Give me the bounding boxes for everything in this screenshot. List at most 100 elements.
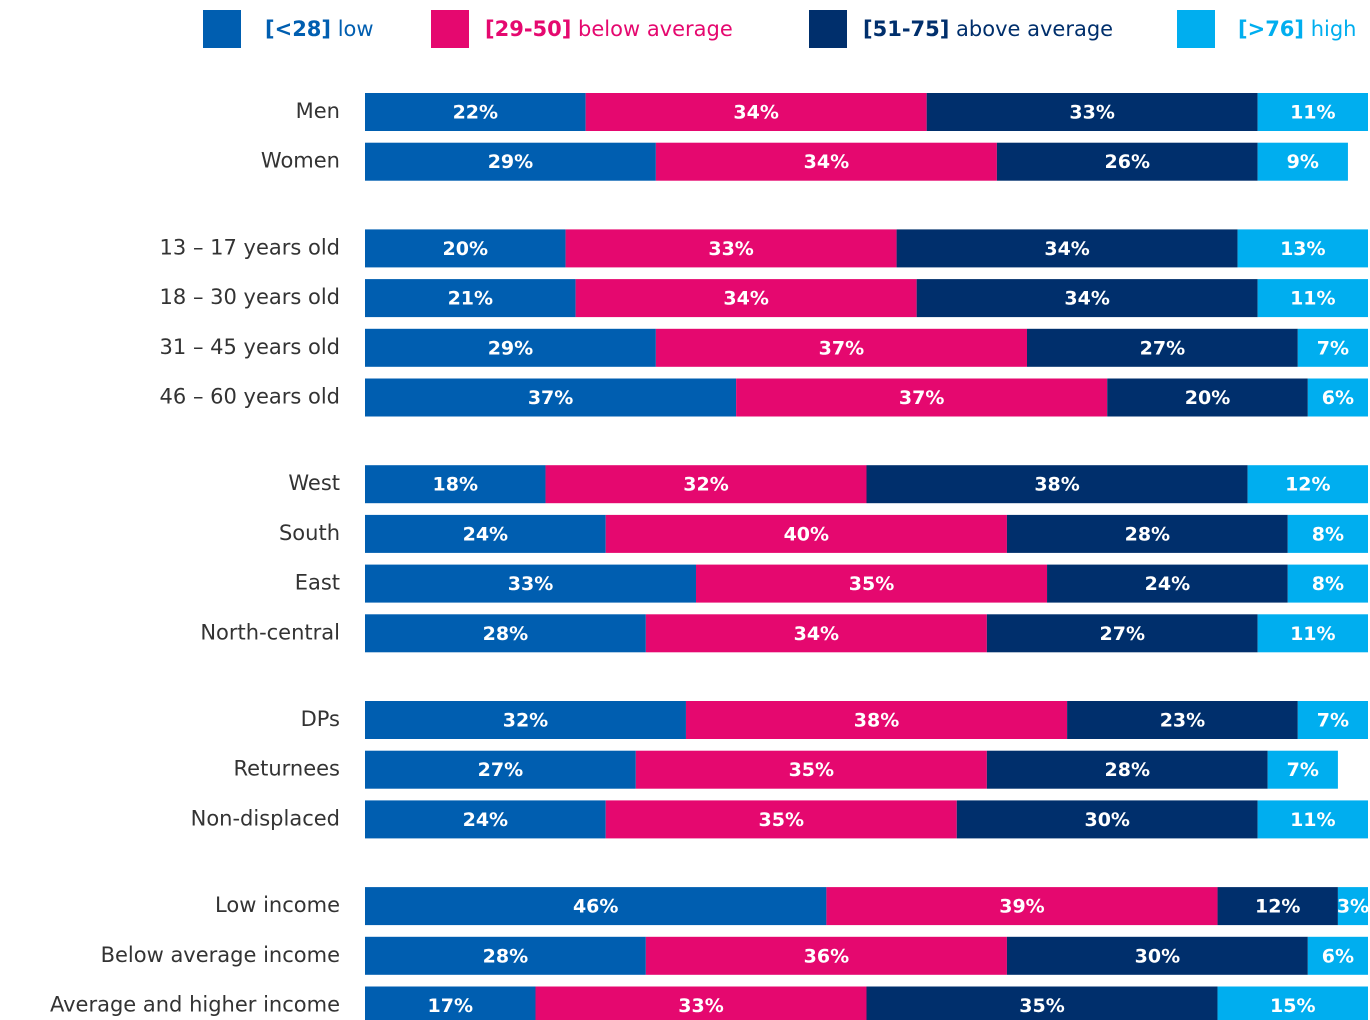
bar-segment xyxy=(1217,986,1368,1020)
value-label: 20% xyxy=(443,238,488,260)
legend-swatch xyxy=(203,10,241,48)
bar-segment xyxy=(365,750,636,789)
value-label: 23% xyxy=(1160,710,1205,732)
bar-segment xyxy=(1257,614,1368,653)
value-label: 3% xyxy=(1337,896,1369,918)
value-label: 35% xyxy=(1019,995,1064,1017)
category-label: West xyxy=(288,471,340,495)
value-label: 24% xyxy=(463,809,508,831)
value-label: 28% xyxy=(1105,759,1150,781)
bar-segment xyxy=(365,465,546,504)
value-label: 33% xyxy=(1069,102,1114,124)
bar-segment xyxy=(916,279,1258,318)
bar-segment xyxy=(1067,701,1298,739)
bar-segment xyxy=(565,229,897,268)
value-label: 37% xyxy=(899,387,944,409)
bar-segment xyxy=(1006,514,1288,553)
legend-label: [<28] low xyxy=(265,17,374,41)
value-label: 29% xyxy=(488,337,533,359)
value-label: 34% xyxy=(794,623,839,645)
value-label: 7% xyxy=(1317,710,1349,732)
bar-segment xyxy=(896,229,1238,268)
bar-segment xyxy=(365,142,656,181)
value-label: 33% xyxy=(508,573,553,595)
bar-segment xyxy=(645,614,987,653)
bar-segment xyxy=(1297,701,1368,739)
bar-segment xyxy=(645,936,1007,975)
bar-segment xyxy=(1267,750,1338,789)
bar-segment xyxy=(365,701,686,739)
legend-swatch xyxy=(431,10,469,48)
bar-segment xyxy=(365,887,827,926)
value-label: 24% xyxy=(463,523,508,545)
value-label: 34% xyxy=(733,102,778,124)
value-label: 13% xyxy=(1280,238,1325,260)
category-label: Low income xyxy=(215,893,340,917)
bar-segment xyxy=(1006,936,1308,975)
value-label: 29% xyxy=(488,151,533,173)
bar-segment xyxy=(986,750,1268,789)
bar-segment xyxy=(926,93,1258,131)
category-label: DPs xyxy=(301,707,340,731)
value-label: 26% xyxy=(1105,151,1150,173)
bar-segment xyxy=(365,378,737,417)
bar-segment xyxy=(1297,328,1368,367)
bar-segment xyxy=(1257,93,1368,131)
bar-segment xyxy=(1107,378,1308,417)
category-label: 18 – 30 years old xyxy=(160,285,340,309)
bar-segment xyxy=(1217,887,1338,926)
value-label: 8% xyxy=(1312,573,1344,595)
bar-segment xyxy=(1047,564,1288,603)
bar-segment xyxy=(365,936,646,975)
value-label: 6% xyxy=(1322,945,1354,967)
value-label: 17% xyxy=(428,995,473,1017)
value-label: 34% xyxy=(804,151,849,173)
bar-segment xyxy=(365,328,656,367)
bar-segment xyxy=(1337,887,1368,926)
value-label: 30% xyxy=(1135,945,1180,967)
bar-segment xyxy=(996,142,1258,181)
value-label: 7% xyxy=(1287,759,1319,781)
category-label: Women xyxy=(261,149,340,173)
bar-segment xyxy=(365,229,566,268)
value-label: 35% xyxy=(789,759,834,781)
value-label: 28% xyxy=(483,623,528,645)
bar-segment xyxy=(365,800,606,839)
bar-segment xyxy=(866,465,1248,504)
value-label: 27% xyxy=(478,759,523,781)
category-label: Non-displaced xyxy=(191,806,340,830)
value-label: 36% xyxy=(804,945,849,967)
bar-segment xyxy=(736,378,1108,417)
bar-segment xyxy=(1026,328,1298,367)
value-label: 12% xyxy=(1255,896,1300,918)
value-label: 32% xyxy=(683,474,728,496)
value-label: 27% xyxy=(1100,623,1145,645)
legend-label: [29-50] below average xyxy=(485,17,733,41)
value-label: 9% xyxy=(1287,151,1319,173)
legend-swatch xyxy=(809,10,847,48)
bar-segment xyxy=(1237,229,1368,268)
bar-segment xyxy=(535,986,867,1020)
value-label: 11% xyxy=(1290,623,1335,645)
bar-segment xyxy=(1307,378,1368,417)
value-label: 15% xyxy=(1270,995,1315,1017)
value-label: 32% xyxy=(503,710,548,732)
category-label: Men xyxy=(296,99,340,123)
value-label: 12% xyxy=(1285,474,1330,496)
bar-segment xyxy=(1257,279,1368,318)
value-label: 24% xyxy=(1145,573,1190,595)
value-label: 38% xyxy=(854,710,899,732)
category-label: East xyxy=(295,571,340,595)
value-label: 22% xyxy=(453,102,498,124)
bar-segment xyxy=(575,279,917,318)
value-label: 33% xyxy=(708,238,753,260)
value-label: 35% xyxy=(759,809,804,831)
bar-segment xyxy=(826,887,1218,926)
bar-segment xyxy=(1307,936,1368,975)
bar-segment xyxy=(605,514,1007,553)
value-label: 28% xyxy=(1125,523,1170,545)
value-label: 28% xyxy=(483,945,528,967)
category-label: Returnees xyxy=(234,757,340,781)
legend-label: [51-75] above average xyxy=(863,17,1113,41)
